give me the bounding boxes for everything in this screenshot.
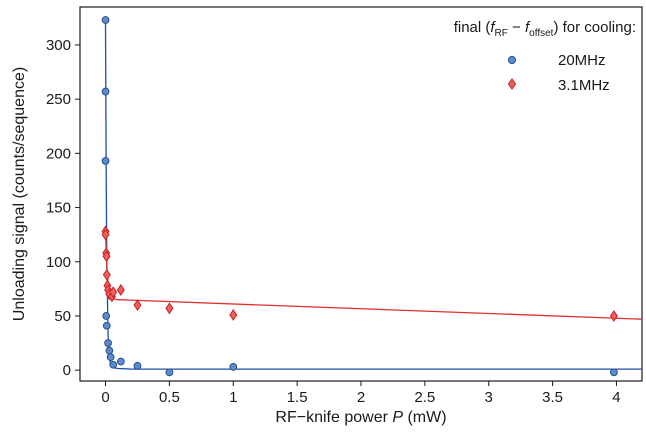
- y-tick-label: 250: [46, 91, 71, 108]
- point-20mhz: [106, 353, 115, 362]
- y-tick-label: 200: [46, 145, 71, 162]
- legend-title: final (fRF − foffset) for cooling:: [454, 19, 636, 39]
- x-tick-label: 2: [357, 389, 365, 406]
- point-20mhz: [165, 368, 174, 377]
- legend-label-20mhz: 20MHz: [558, 52, 606, 69]
- x-axis-label-var: P: [392, 409, 403, 426]
- point-3-1mhz: [102, 268, 111, 281]
- point-20mhz: [101, 16, 110, 24]
- data-points: [101, 16, 618, 377]
- point-3-1mhz: [229, 308, 238, 321]
- y-tick-label: 50: [54, 308, 71, 325]
- point-20mhz: [610, 368, 618, 377]
- fit-line-3-1mhz: [104, 231, 643, 320]
- x-axis-label-prefix: RF−knife power: [275, 409, 392, 426]
- x-tick-label: 1: [229, 389, 237, 406]
- point-20mhz: [133, 361, 142, 370]
- x-axis-label: RF−knife power P (mW): [275, 409, 446, 426]
- x-tick-label: 2.5: [414, 389, 435, 406]
- point-20mhz: [229, 363, 238, 371]
- point-3-1mhz: [133, 299, 142, 312]
- x-tick-label: 0: [101, 389, 109, 406]
- point-3-1mhz: [116, 284, 125, 296]
- x-tick-label: 0.5: [159, 389, 180, 406]
- point-20mhz: [104, 339, 112, 347]
- x-tick-label: 3.5: [542, 389, 563, 406]
- x-axis-label-suffix: (mW): [403, 409, 447, 426]
- point-20mhz: [102, 312, 111, 320]
- point-20mhz: [101, 87, 110, 96]
- legend-marker-20mhz: [507, 55, 517, 65]
- x-tick-label: 1.5: [287, 389, 308, 406]
- legend-label-3-1mhz: 3.1MHz: [558, 77, 610, 94]
- axis-ticks: [75, 44, 617, 386]
- point-3-1mhz: [165, 302, 174, 315]
- y-axis-label: Unloading signal (counts/sequence): [11, 67, 28, 321]
- point-3-1mhz: [101, 228, 110, 241]
- point-3-1mhz: [102, 250, 111, 263]
- x-tick-label: 4: [612, 389, 620, 406]
- x-tick-label: 3: [485, 389, 493, 406]
- tick-labels: 0 0.5 1 1.5 2 2.5 3 3.5 4 0 50 100 150 200 250 300: [46, 37, 621, 406]
- legend-marker-3-1mhz: [507, 78, 517, 90]
- y-tick-label: 0: [63, 362, 71, 379]
- point-20mhz: [102, 321, 111, 330]
- y-tick-label: 150: [46, 200, 71, 217]
- y-tick-label: 100: [46, 254, 71, 271]
- point-20mhz: [116, 357, 125, 366]
- fit-lines: [104, 19, 643, 370]
- point-20mhz: [105, 346, 114, 355]
- point-20mhz: [109, 360, 118, 369]
- y-tick-label: 300: [46, 37, 71, 54]
- point-3-1mhz: [609, 310, 618, 322]
- legend: final (fRF − foffset) for cooling: 20MHz…: [454, 19, 636, 94]
- point-20mhz: [101, 157, 110, 165]
- point-3-1mhz: [109, 286, 118, 298]
